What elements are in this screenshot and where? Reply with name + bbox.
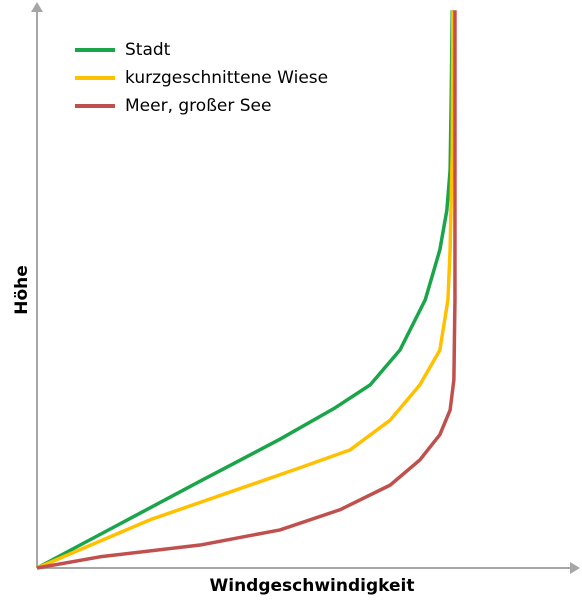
legend-label: Meer, großer See bbox=[125, 96, 271, 116]
x-arrow bbox=[570, 562, 580, 574]
legend-label: kurzgeschnittene Wiese bbox=[125, 68, 328, 88]
legend-label: Stadt bbox=[125, 40, 171, 60]
y-axis-label: Höhe bbox=[12, 265, 32, 315]
x-axis-label: Windgeschwindigkeit bbox=[210, 576, 415, 596]
series-line bbox=[36, 10, 457, 570]
series-line bbox=[36, 10, 455, 570]
y-arrow bbox=[31, 2, 43, 12]
